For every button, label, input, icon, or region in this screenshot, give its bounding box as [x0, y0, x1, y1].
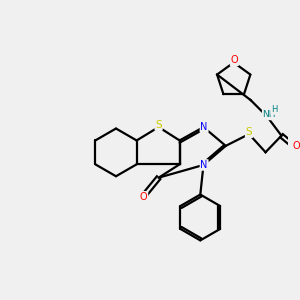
Text: O: O	[140, 192, 148, 202]
Text: N: N	[200, 122, 208, 132]
Text: NH: NH	[262, 110, 276, 119]
Text: S: S	[155, 120, 162, 130]
Text: O: O	[230, 55, 238, 65]
Text: S: S	[246, 127, 252, 137]
Text: O: O	[292, 141, 300, 151]
Text: N: N	[200, 160, 208, 170]
Text: H: H	[271, 105, 277, 114]
